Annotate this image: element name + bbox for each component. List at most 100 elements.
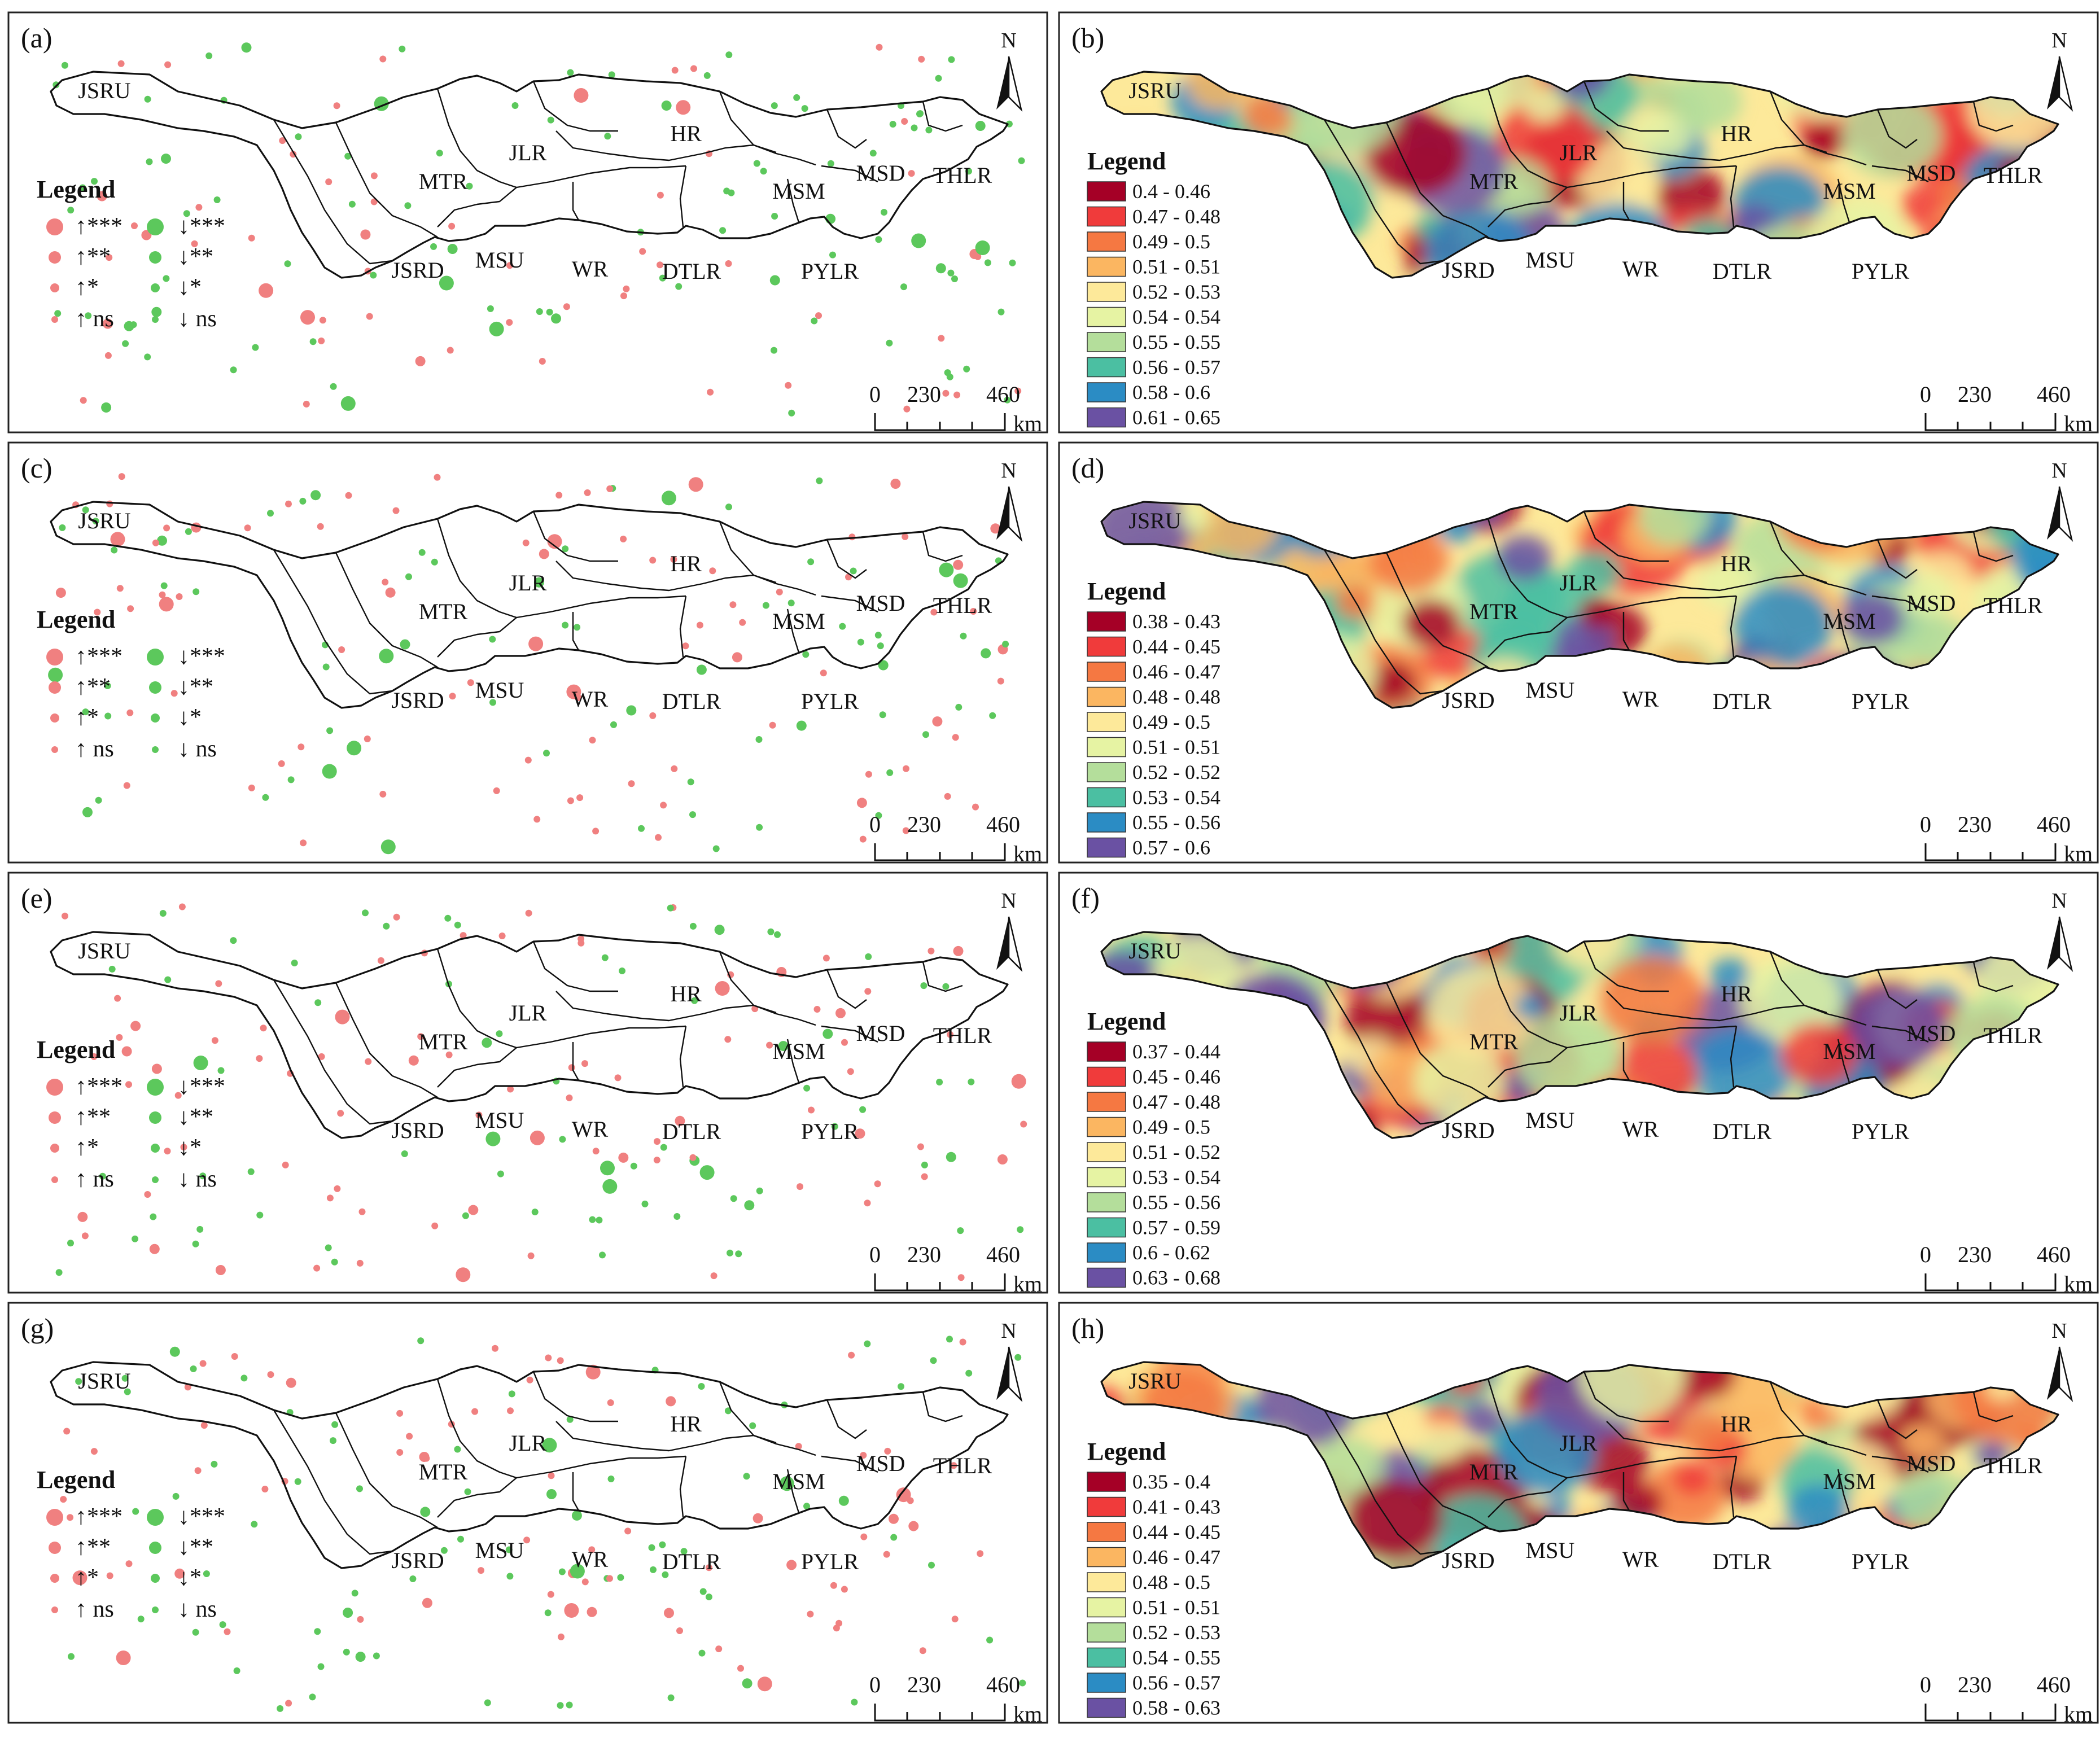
panel-g-station-point	[907, 1497, 914, 1504]
panel-h-north-arrow-icon: N	[2047, 1319, 2073, 1402]
panel-c-legend-up-symbol-0	[46, 649, 63, 666]
panel-g-station-point	[267, 1371, 274, 1378]
panel-e-station-point	[114, 995, 121, 1002]
panel-h-legend-class-8: 0.56 - 0.57	[1132, 1671, 1220, 1694]
panel-e-station-point	[730, 1195, 737, 1202]
panel-b-region-msm: MSM	[1823, 178, 1875, 204]
panel-c-station-point	[82, 708, 89, 716]
panel-c-station-point	[932, 716, 943, 727]
panel-a-station-point	[80, 397, 87, 404]
panel-g-station-point	[889, 1513, 899, 1524]
panel-a-legend-up-label-1: ↑**	[75, 244, 111, 270]
panel-f-region-dtlr: DTLR	[1713, 1119, 1772, 1144]
panel-a-station-point	[404, 202, 412, 209]
panel-g-station-point	[928, 1561, 935, 1569]
panel-g-station-point	[664, 1608, 674, 1618]
panel-a-station-point	[436, 150, 443, 157]
panel-a-region-msd: MSD	[856, 160, 905, 186]
panel-d-legend-swatch-6	[1087, 762, 1126, 782]
panel-g-station-point	[457, 1535, 464, 1543]
panel-a-station-point	[935, 75, 942, 82]
panel-a-north-label: N	[1001, 29, 1016, 52]
panel-e-legend-up-symbol-0	[46, 1079, 63, 1096]
panel-g-station-point	[705, 1593, 712, 1601]
panel-c-station-point	[489, 699, 496, 706]
panel-g-station-point	[930, 1357, 937, 1364]
panel-a-scale-tick-0: 0	[869, 382, 881, 407]
panel-a-station-point	[448, 222, 456, 230]
panel-d-legend-class-4: 0.49 - 0.5	[1132, 711, 1210, 733]
panel-a-station-point	[723, 187, 730, 195]
panel-g-station-point	[343, 1648, 350, 1656]
panel-g-station-point	[314, 1628, 321, 1635]
panel-d-legend: Legend 0.38 - 0.43 0.44 - 0.450.46 - 0.47 0…	[1082, 574, 1290, 859]
panel-e-station-point	[602, 1179, 618, 1194]
panel-e-scale-tick-1: 230	[907, 1242, 941, 1267]
panel-a-station-point	[213, 196, 221, 203]
panel-g-station-point	[838, 1495, 849, 1506]
panel-e-station-point	[174, 1092, 182, 1099]
panel-c-station-point	[875, 812, 882, 819]
panel-e-station-point	[149, 1244, 160, 1254]
panel-e-station-point	[921, 1173, 928, 1180]
panel-c-letter: (c)	[21, 452, 53, 484]
panel-d-region-pylr: PYLR	[1852, 689, 1910, 714]
panel-c-station-point	[972, 803, 979, 811]
panel-f-region-jlr: JLR	[1560, 1000, 1598, 1026]
panel-c-legend-down-label-2: ↓*	[178, 704, 202, 730]
panel-e-station-point	[130, 1021, 141, 1031]
panel-e-station-point	[735, 1250, 742, 1258]
panel-g-station-point	[277, 1705, 284, 1712]
panel-a-station-point	[536, 308, 543, 315]
panel-c-station-point	[856, 798, 867, 808]
panel-g-station-point	[624, 1527, 632, 1535]
panel-e-station-point	[121, 1046, 132, 1057]
panel-e-station-point	[444, 914, 452, 922]
panel-e-station-point	[178, 903, 186, 910]
panel-e-region-msu: MSU	[475, 1107, 524, 1133]
panel-a-legend-down-label-0: ↓***	[178, 213, 225, 239]
panel-g-station-point	[757, 1676, 772, 1692]
panel-d-region-jlr: JLR	[1560, 570, 1598, 596]
panel-c-legend-down-symbol-2	[151, 713, 160, 723]
panel-a-station-point	[676, 100, 691, 115]
panel-f-legend-title: Legend	[1087, 1008, 1166, 1035]
panel-a-station-point	[771, 102, 778, 110]
panel-e-station-point	[282, 1161, 289, 1168]
panel-c-station-point	[163, 524, 170, 532]
panel-g-station-point	[547, 1591, 554, 1598]
panel-g-station-point	[224, 1628, 231, 1635]
panel-c-station-point	[322, 764, 337, 779]
panel-e-station-point	[217, 1067, 225, 1074]
panel-c-station-point	[628, 780, 635, 787]
panel-c-station-point	[712, 845, 720, 852]
panel-e-legend-down-label-0: ↓***	[178, 1074, 225, 1100]
panel-c-region-msd: MSD	[856, 590, 905, 616]
panel-a-station-point	[164, 61, 172, 68]
panel-a-station-point	[144, 95, 151, 103]
panel-c-station-point	[584, 489, 591, 496]
panel-h-region-thlr: THLR	[1984, 1453, 2043, 1478]
panel-e-station-point	[132, 1235, 139, 1242]
panel-a-region-wr: WR	[572, 256, 609, 282]
panel-a-station-point	[300, 310, 315, 325]
panel-g-station-point	[72, 1570, 88, 1586]
panel-c-station-point	[262, 794, 269, 801]
panel-a-legend-up-symbol-3	[51, 316, 58, 323]
panel-a-station-point	[340, 396, 356, 411]
panel-c-station-point	[997, 677, 1004, 685]
panel-c-station-point	[434, 474, 441, 481]
panel-d-scale-tick-1: 230	[1958, 812, 1992, 837]
panel-a-station-point	[511, 102, 519, 109]
panel-g-station-point	[803, 1503, 810, 1510]
panel-b-legend-class-6: 0.55 - 0.55	[1132, 331, 1220, 353]
panel-a-station-point	[719, 227, 727, 234]
panel-e-station-point	[334, 1185, 341, 1192]
panel-e-station-point	[468, 1205, 479, 1215]
panel-a-station-point	[659, 274, 666, 282]
panel-a-station-point	[106, 254, 113, 261]
panel-c-station-point	[682, 642, 689, 650]
panel-e-station-point	[581, 1060, 588, 1067]
panel-d-legend-class-5: 0.51 - 0.51	[1132, 736, 1220, 759]
panel-c-station-point	[859, 835, 867, 843]
